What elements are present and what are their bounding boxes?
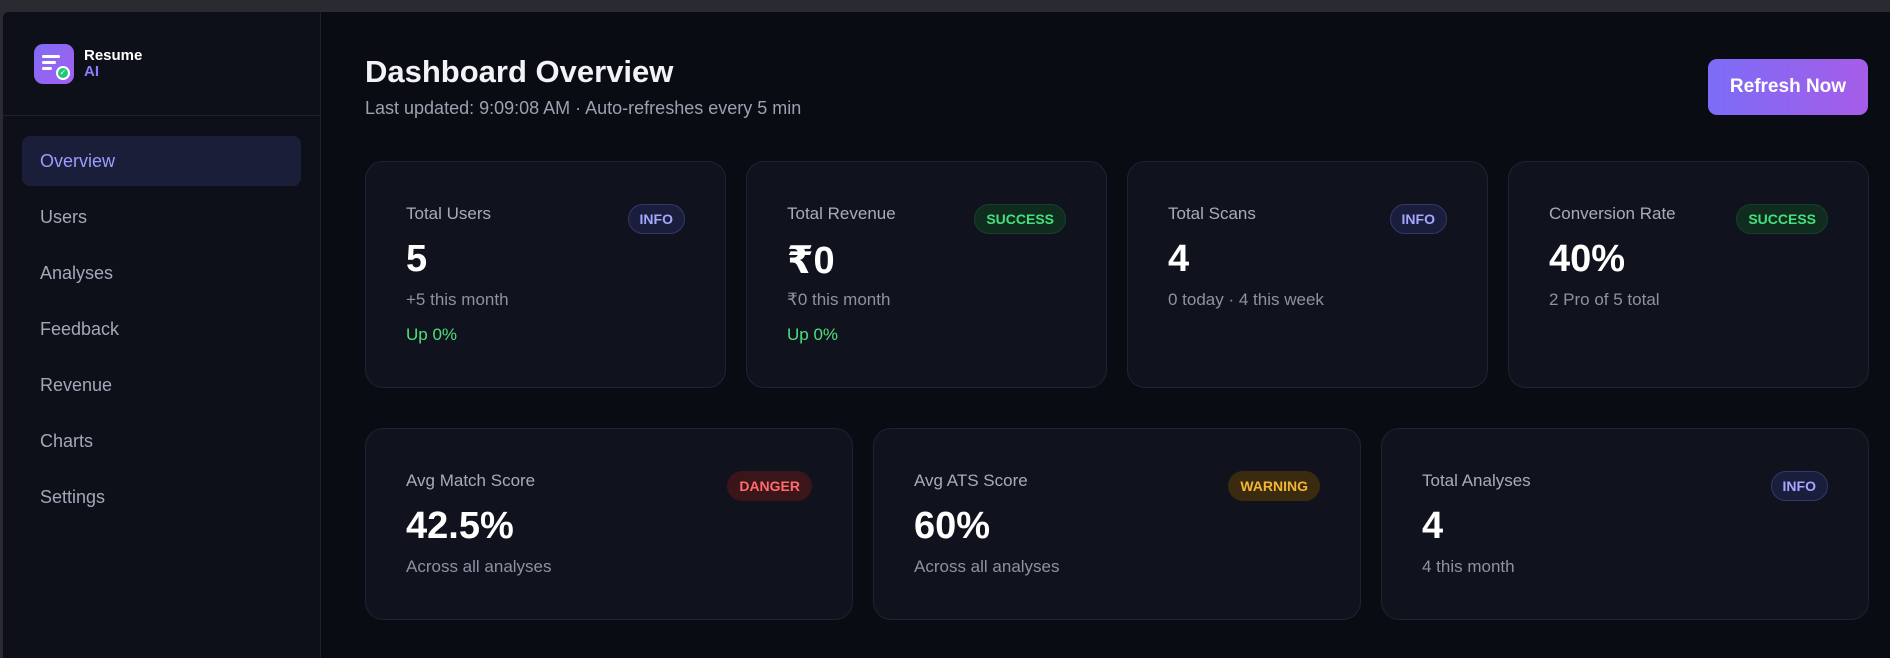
sidebar-item-overview[interactable]: Overview [22, 136, 301, 186]
brand-name: Resume [84, 46, 143, 64]
brand-sub: AI [84, 62, 99, 80]
stat-sub: 2 Pro of 5 total [1549, 290, 1660, 309]
sidebar: ✓ Resume AI Overview Users Analyses Feed… [3, 12, 321, 658]
stat-card-avg-ats-score: Avg ATS Score WARNING 60% Across all ana… [873, 428, 1361, 620]
sidebar-item-settings[interactable]: Settings [40, 486, 106, 507]
last-updated-text: Last updated: 9:09:08 AM · Auto-refreshe… [365, 98, 802, 118]
status-badge: DANGER [727, 471, 812, 501]
stat-label: Total Scans [1168, 204, 1256, 223]
admin-app: ✓ Resume AI Overview Users Analyses Feed… [3, 12, 1890, 658]
stat-label: Total Analyses [1422, 471, 1531, 490]
page-title: Dashboard Overview [365, 54, 674, 89]
sidebar-item-charts[interactable]: Charts [40, 430, 94, 451]
sidebar-item-analyses[interactable]: Analyses [40, 262, 114, 283]
stat-card-avg-match-score: Avg Match Score DANGER 42.5% Across all … [365, 428, 853, 620]
stat-value: ₹0 [787, 240, 835, 282]
stat-card-total-analyses: Total Analyses INFO 4 4 this month [1381, 428, 1869, 620]
sidebar-item-users[interactable]: Users [40, 206, 88, 227]
check-icon: ✓ [56, 65, 70, 80]
sidebar-item-feedback[interactable]: Feedback [40, 318, 120, 339]
stat-trend: Up 0% [406, 325, 458, 344]
stat-card-total-scans: Total Scans INFO 4 0 today · 4 this week [1127, 161, 1488, 388]
stat-sub: 0 today · 4 this week [1168, 290, 1324, 309]
status-badge: INFO [1770, 471, 1828, 501]
stat-label: Total Revenue [787, 204, 896, 223]
stat-sub: ₹0 this month [787, 290, 891, 309]
stat-value: 4 [1422, 505, 1444, 547]
status-badge: INFO [627, 204, 685, 234]
stat-card-conversion-rate: Conversion Rate SUCCESS 40% 2 Pro of 5 t… [1508, 161, 1869, 388]
sidebar-nav: Overview Users Analyses Feedback Revenue… [3, 116, 320, 522]
stat-trend: Up 0% [787, 325, 839, 344]
stat-sub: +5 this month [406, 290, 509, 309]
refresh-now-button[interactable]: Refresh Now [1708, 59, 1868, 115]
stat-sub: Across all analyses [914, 557, 1060, 576]
stat-value: 4 [1168, 238, 1190, 280]
main-content: Dashboard Overview Last updated: 9:09:08… [321, 12, 1890, 658]
stat-sub: 4 this month [1422, 557, 1515, 576]
stat-label: Total Users [406, 204, 492, 223]
stat-label: Avg ATS Score [914, 471, 1028, 490]
stat-card-total-users: Total Users INFO 5 +5 this month Up 0% [365, 161, 726, 388]
stat-value: 42.5% [406, 505, 514, 547]
status-badge: INFO [1389, 204, 1447, 234]
stat-value: 5 [406, 238, 428, 280]
status-badge: SUCCESS [974, 204, 1066, 234]
sidebar-item-revenue[interactable]: Revenue [40, 374, 113, 395]
stat-label: Conversion Rate [1549, 204, 1676, 223]
stat-label: Avg Match Score [406, 471, 536, 490]
stat-value: 40% [1549, 238, 1626, 280]
stat-sub: Across all analyses [406, 557, 552, 576]
stat-card-total-revenue: Total Revenue SUCCESS ₹0 ₹0 this month U… [746, 161, 1107, 388]
stat-value: 60% [914, 505, 991, 547]
status-badge: SUCCESS [1736, 204, 1828, 234]
status-badge: WARNING [1228, 471, 1320, 501]
resume-logo-icon: ✓ [34, 43, 74, 84]
brand[interactable]: ✓ Resume AI [3, 12, 320, 116]
